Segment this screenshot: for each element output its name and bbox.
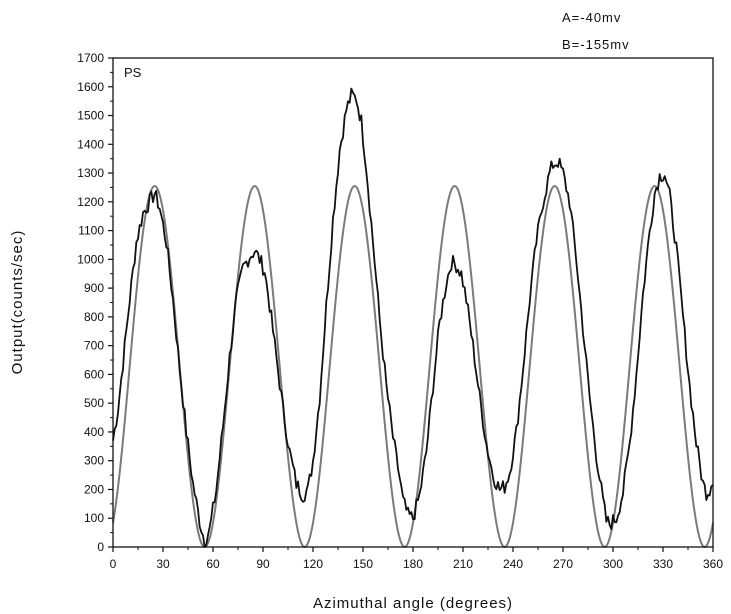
- y-tick-label: 1600: [77, 80, 104, 94]
- x-tick-label: 360: [703, 557, 723, 571]
- y-tick-label: 1000: [77, 252, 104, 266]
- panel-label: PS: [124, 65, 142, 80]
- x-tick-label: 300: [603, 557, 623, 571]
- y-tick-label: 100: [84, 511, 104, 525]
- plot-frame: [112, 57, 714, 548]
- x-tick-label: 120: [303, 557, 323, 571]
- y-tick-label: 1500: [77, 109, 104, 123]
- annotation-a: A=-40mv: [562, 10, 621, 25]
- y-tick-label: 500: [84, 396, 104, 410]
- x-tick-label: 240: [503, 557, 523, 571]
- y-tick-label: 1100: [78, 224, 104, 238]
- y-tick-label: 1400: [77, 137, 104, 151]
- x-tick-label: 180: [403, 557, 423, 571]
- x-tick-label: 30: [156, 557, 170, 571]
- y-tick-label: 600: [84, 367, 104, 381]
- y-tick-label: 900: [84, 281, 104, 295]
- y-tick-label: 400: [84, 425, 104, 439]
- y-axis-title: Output(counts/sec): [9, 230, 26, 375]
- x-tick-label: 60: [206, 557, 220, 571]
- x-tick-label: 150: [353, 557, 373, 571]
- x-tick-label: 270: [553, 557, 573, 571]
- y-tick-label: 1700: [77, 51, 104, 65]
- tick-labels: 0 30 60 90 120 150 180 210 240 270 300 330 360 0 100 20…: [77, 51, 723, 571]
- y-tick-label: 200: [84, 482, 104, 496]
- y-tick-label: 1300: [77, 166, 104, 180]
- y-tick-label: 700: [84, 339, 104, 353]
- x-tick-label: 0: [110, 557, 117, 571]
- x-tick-label: 330: [653, 557, 673, 571]
- y-tick-label: 300: [84, 454, 104, 468]
- y-tick-label: 1200: [77, 195, 104, 209]
- annotation-b: B=-155mv: [562, 37, 630, 52]
- x-axis-title: Azimuthal angle (degrees): [313, 595, 513, 612]
- x-tick-label: 90: [256, 557, 270, 571]
- fitted-curve: [112, 184, 714, 549]
- axis-ticks: [108, 57, 714, 552]
- series-layer: [112, 87, 714, 549]
- x-tick-label: 210: [453, 557, 473, 571]
- y-tick-label: 800: [84, 310, 104, 324]
- measured-curve: [112, 87, 714, 548]
- y-tick-label: 0: [97, 540, 104, 554]
